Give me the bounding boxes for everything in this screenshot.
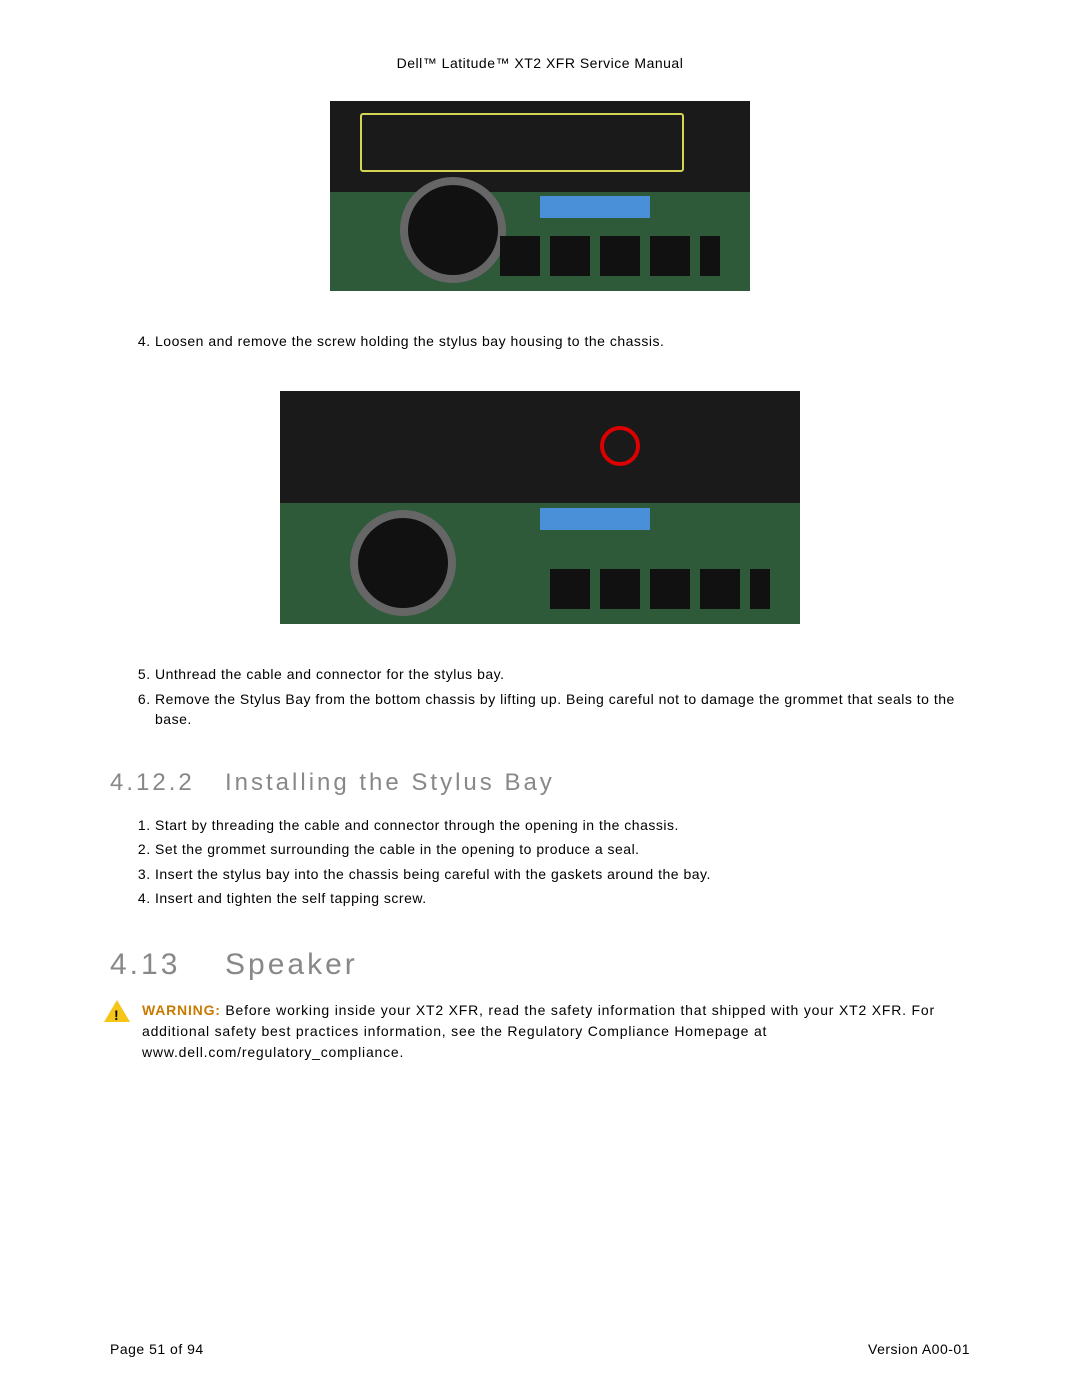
- list-item: Start by threading the cable and connect…: [155, 815, 970, 835]
- page: Dell™ Latitude™ XT2 XFR Service Manual L…: [0, 0, 1080, 1397]
- step-list-5-6: Unthread the cable and connector for the…: [110, 664, 970, 729]
- fan-icon: [350, 510, 456, 616]
- fan-icon: [400, 177, 506, 283]
- step-list-4: Loosen and remove the screw holding the …: [110, 331, 970, 351]
- list-item: Remove the Stylus Bay from the bottom ch…: [155, 689, 970, 730]
- figure-stylus-bay-outline: [330, 101, 750, 291]
- figure-stylus-bay-screw: [280, 391, 800, 624]
- list-item: Unthread the cable and connector for the…: [155, 664, 970, 684]
- warning-block: WARNING: Before working inside your XT2 …: [110, 1000, 970, 1063]
- warning-icon: [104, 1000, 130, 1022]
- warning-text: Before working inside your XT2 XFR, read…: [142, 1002, 935, 1060]
- list-item: Loosen and remove the screw holding the …: [155, 331, 970, 351]
- list-item: Insert and tighten the self tapping scre…: [155, 888, 970, 908]
- footer-page: Page 51 of 94: [110, 1341, 204, 1357]
- page-footer: Page 51 of 94 Version A00-01: [110, 1341, 970, 1357]
- heading-title: Speaker: [225, 948, 358, 981]
- heading-4-12-2: 4.12.2Installing the Stylus Bay: [110, 769, 970, 797]
- list-item: Set the grommet surrounding the cable in…: [155, 839, 970, 859]
- heading-number: 4.12.2: [110, 769, 225, 797]
- page-header: Dell™ Latitude™ XT2 XFR Service Manual: [110, 55, 970, 71]
- footer-version: Version A00-01: [868, 1341, 970, 1357]
- heading-title: Installing the Stylus Bay: [225, 769, 555, 796]
- list-item: Insert the stylus bay into the chassis b…: [155, 864, 970, 884]
- install-steps: Start by threading the cable and connect…: [110, 815, 970, 908]
- warning-label: WARNING:: [142, 1002, 221, 1018]
- heading-number: 4.13: [110, 948, 225, 982]
- heading-4-13: 4.13Speaker: [110, 948, 970, 982]
